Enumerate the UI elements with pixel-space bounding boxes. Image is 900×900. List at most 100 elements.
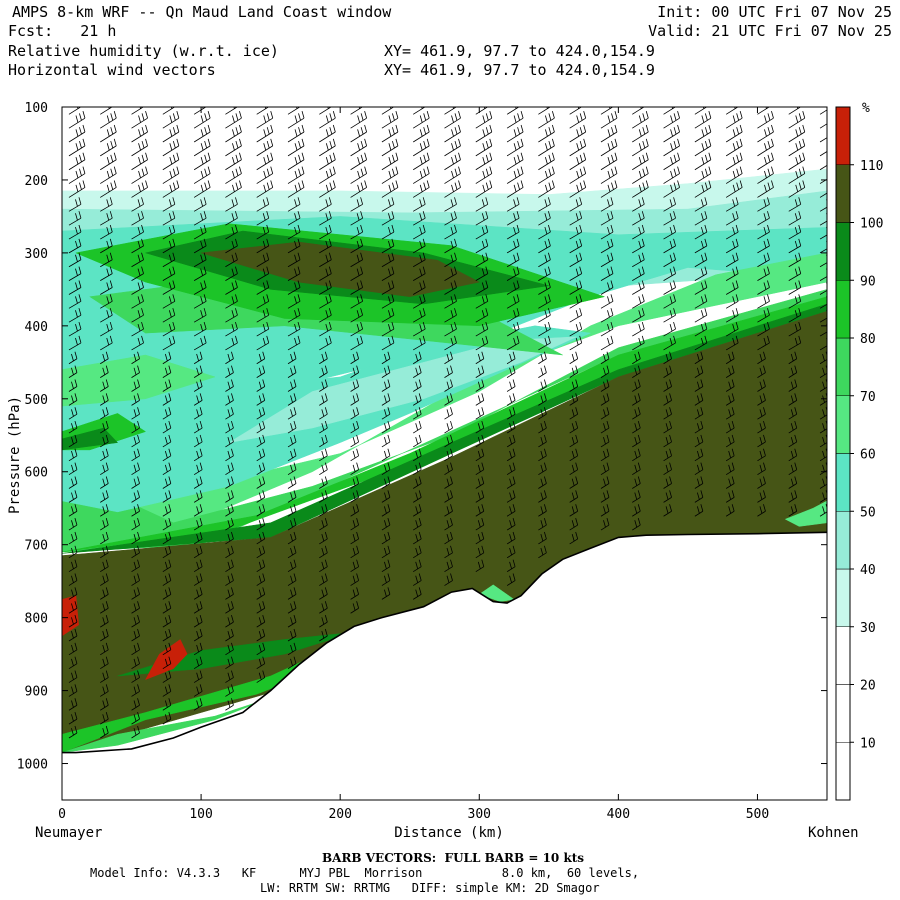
wind-barb bbox=[162, 197, 176, 212]
wind-barb bbox=[68, 531, 78, 545]
wind-barb bbox=[287, 504, 297, 517]
wind-barb bbox=[225, 559, 234, 573]
wind-barb bbox=[632, 308, 645, 323]
wind-barb bbox=[131, 476, 140, 489]
wind-barb bbox=[287, 517, 297, 531]
wind-barb bbox=[538, 152, 555, 171]
wind-barb bbox=[444, 573, 453, 586]
wind-barb bbox=[193, 490, 203, 503]
xy-range-wind: XY= 461.9, 97.7 to 424.0,154.9 bbox=[384, 61, 655, 79]
wind-barb bbox=[256, 308, 270, 323]
wind-barb bbox=[381, 294, 395, 309]
wind-barb bbox=[412, 462, 422, 475]
wind-barb bbox=[162, 280, 176, 295]
xy-range-rh: XY= 461.9, 97.7 to 424.0,154.9 bbox=[384, 42, 655, 60]
x-axis-label: Distance (km) bbox=[394, 825, 504, 841]
wind-barb bbox=[788, 351, 798, 365]
wind-barb bbox=[256, 615, 266, 628]
wind-barb bbox=[569, 111, 587, 129]
wind-barb bbox=[444, 197, 457, 212]
wind-barb bbox=[632, 280, 645, 295]
wind-barb bbox=[319, 573, 328, 586]
wind-barb bbox=[569, 504, 579, 517]
wind-barb bbox=[694, 211, 708, 226]
wind-barb bbox=[694, 166, 712, 184]
wind-barb bbox=[444, 462, 453, 475]
x-tick-label: 300 bbox=[468, 807, 491, 822]
wind-barb bbox=[162, 266, 176, 281]
wind-barb bbox=[663, 266, 676, 281]
wind-barb bbox=[538, 308, 551, 323]
wind-barb bbox=[757, 224, 770, 240]
wind-barb bbox=[788, 393, 798, 406]
wind-barb bbox=[444, 351, 453, 365]
wind-barb bbox=[663, 308, 676, 323]
wind-barb bbox=[632, 517, 641, 531]
wind-barb bbox=[569, 490, 579, 503]
wind-barb bbox=[538, 138, 555, 157]
wind-barb bbox=[632, 476, 641, 489]
wind-barb bbox=[225, 211, 238, 226]
wind-barb bbox=[350, 365, 359, 378]
wind-barb bbox=[569, 308, 583, 323]
wind-barb bbox=[538, 365, 547, 378]
wind-barb bbox=[381, 587, 391, 600]
wind-barb bbox=[757, 266, 770, 281]
wind-barb bbox=[193, 601, 203, 614]
wind-barb bbox=[381, 393, 391, 406]
wind-barb bbox=[68, 379, 78, 392]
wind-barb bbox=[506, 448, 516, 462]
wind-barb bbox=[381, 504, 391, 517]
wind-barb bbox=[287, 280, 301, 295]
forecast-hour: Fcst: 21 h bbox=[8, 22, 117, 40]
wind-barb bbox=[381, 197, 395, 212]
wind-barb bbox=[788, 335, 802, 351]
wind-barb bbox=[632, 138, 649, 157]
wind-barb bbox=[225, 124, 242, 143]
wind-barb bbox=[319, 504, 328, 517]
wind-barb bbox=[475, 152, 493, 171]
wind-barb bbox=[100, 656, 109, 670]
wind-barb bbox=[725, 266, 739, 281]
wind-barb bbox=[757, 365, 766, 378]
wind-barb bbox=[193, 698, 203, 711]
colorbar-unit: % bbox=[862, 101, 870, 116]
wind-barb bbox=[412, 420, 422, 434]
wind-barb bbox=[162, 490, 172, 503]
wind-barb bbox=[100, 420, 109, 434]
wind-barb bbox=[412, 490, 422, 503]
wind-barb bbox=[538, 476, 547, 489]
wind-barb bbox=[381, 238, 395, 254]
wind-barb bbox=[412, 124, 430, 143]
wind-barb bbox=[68, 224, 82, 240]
wind-barb bbox=[506, 166, 524, 184]
wind-barb bbox=[350, 559, 359, 573]
wind-barb bbox=[287, 573, 297, 586]
wind-barb bbox=[663, 211, 676, 226]
y-tick-label: 700 bbox=[25, 539, 48, 554]
wind-barb bbox=[131, 531, 140, 545]
wind-barb bbox=[68, 407, 78, 420]
wind-barb bbox=[162, 166, 180, 184]
wind-barb bbox=[193, 266, 207, 281]
wind-barb bbox=[256, 628, 266, 642]
wind-barb bbox=[694, 266, 708, 281]
wind-barb bbox=[256, 351, 266, 365]
wind-barb bbox=[100, 211, 113, 226]
wind-barb bbox=[193, 684, 203, 697]
wind-barb bbox=[100, 504, 109, 517]
wind-barb bbox=[287, 252, 301, 268]
wind-barb bbox=[381, 545, 391, 559]
wind-barb bbox=[412, 504, 422, 517]
wind-barb bbox=[287, 365, 297, 378]
wind-barb bbox=[381, 517, 391, 531]
wind-barb bbox=[100, 698, 109, 711]
wind-barb bbox=[725, 224, 739, 240]
wind-barb bbox=[506, 559, 516, 573]
wind-barb bbox=[287, 407, 297, 420]
wind-barb bbox=[131, 308, 144, 323]
wind-barb bbox=[412, 531, 422, 545]
wind-barb bbox=[632, 111, 649, 129]
wind-barb bbox=[131, 545, 140, 559]
wind-barb bbox=[100, 321, 113, 337]
